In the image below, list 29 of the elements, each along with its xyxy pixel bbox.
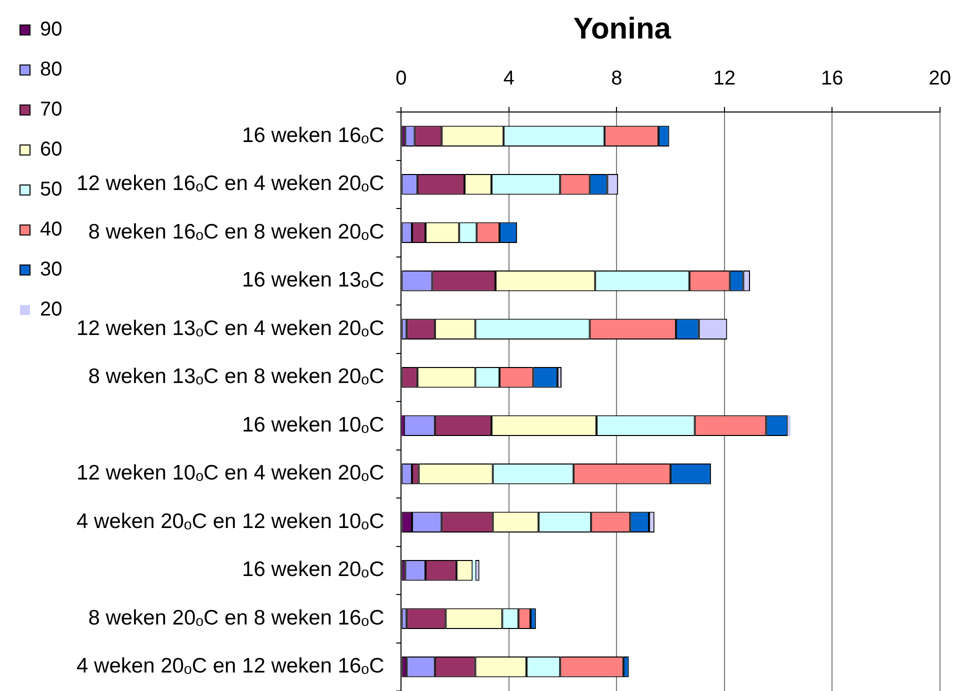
legend-label: 50: [40, 178, 62, 201]
x-tick-label: 12: [713, 68, 736, 90]
y-tick-label: 12 weken 10ₒC en 4 weken 20ₒC: [76, 462, 384, 485]
legend-label: 60: [40, 138, 62, 161]
y-tick-label: 8 weken 20ₒC en 8 weken 16ₒC: [88, 606, 384, 630]
bar: [472, 560, 476, 581]
legend-label: 90: [40, 18, 62, 41]
bar: [788, 415, 790, 436]
y-tick-label: 12 weken 16ₒC en 4 weken 20ₒC: [76, 172, 384, 196]
chart-title: Yonina: [573, 12, 672, 46]
x-tick-label: 4: [503, 68, 515, 90]
y-tick-label: 4 weken 20ₒC en 12 weken 16ₒC: [76, 654, 384, 678]
legend-label: 80: [40, 58, 62, 81]
legend-label: 40: [40, 218, 62, 241]
x-tick-label: 0: [396, 68, 407, 90]
y-tick-label: 8 weken 13ₒC en 8 weken 20ₒC: [88, 365, 384, 388]
legend-label: 70: [40, 98, 62, 121]
x-tick-label: 20: [928, 68, 951, 90]
y-tick-label: 16 weken 20ₒC: [242, 558, 384, 582]
y-tick-label: 4 weken 20ₒC en 12 weken 10ₒC: [76, 510, 384, 533]
y-tick-label: 12 weken 13ₒC en 4 weken 20ₒC: [76, 316, 384, 340]
y-tick-label: 16 weken 16ₒC: [242, 124, 384, 147]
y-tick-label: 16 weken 13ₒC: [242, 268, 384, 292]
x-tick-label: 16: [821, 68, 844, 90]
y-tick-label: 16 weken 10ₒC: [242, 413, 384, 436]
legend-label: 30: [40, 258, 62, 281]
legend-label: 20: [40, 298, 62, 321]
y-tick-label: 8 weken 16ₒC en 8 weken 20ₒC: [88, 220, 384, 244]
x-tick-label: 8: [611, 68, 622, 90]
